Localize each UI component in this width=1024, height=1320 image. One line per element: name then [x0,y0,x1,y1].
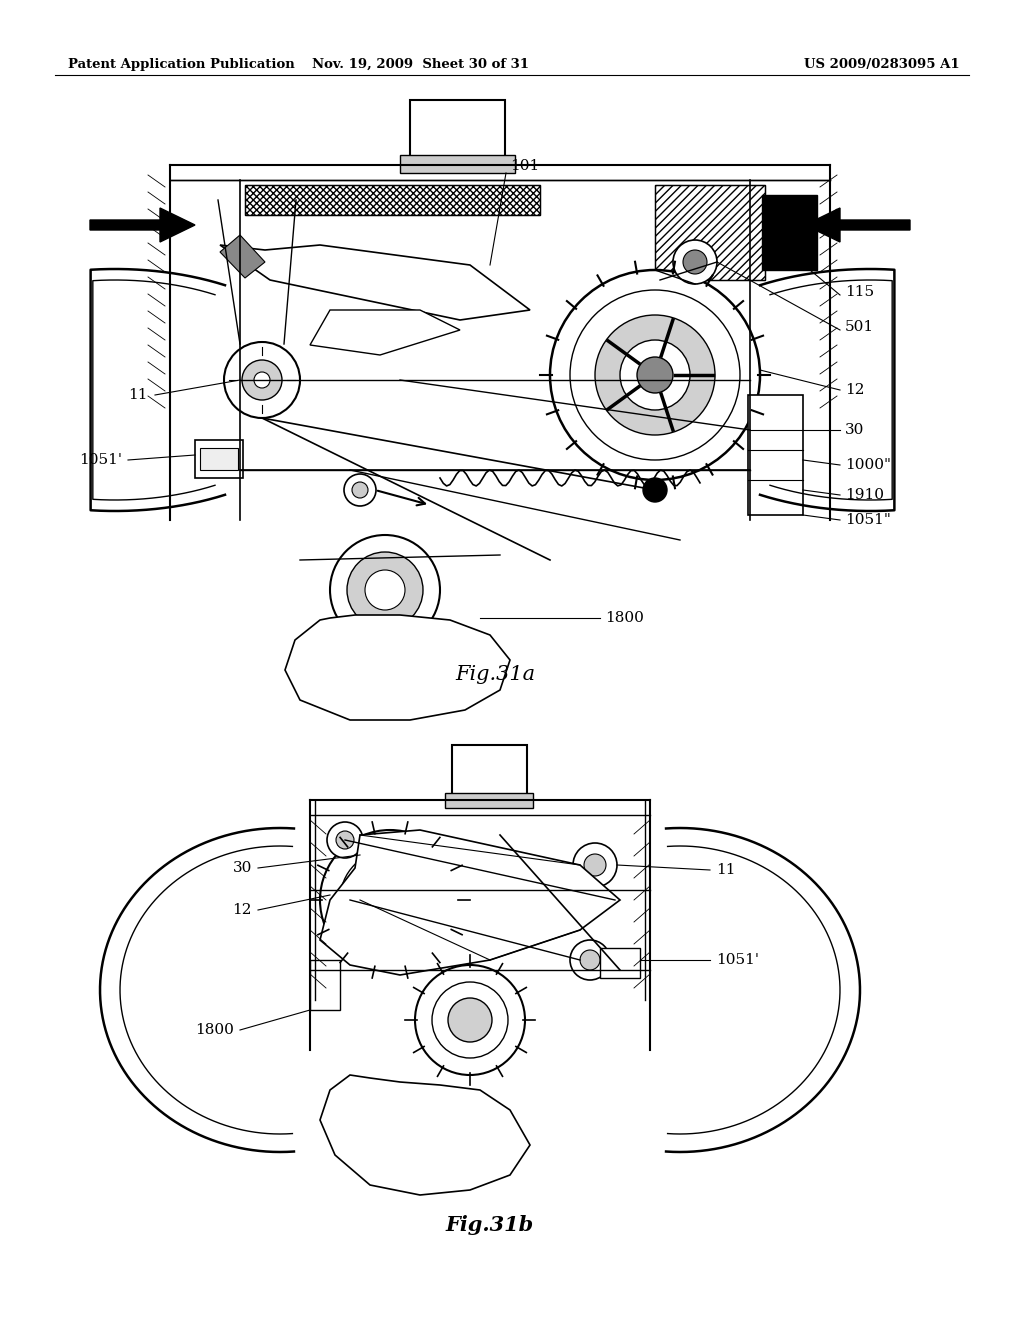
Bar [445,793,534,808]
Polygon shape [220,246,530,319]
Bar [452,744,527,800]
Text: Nov. 19, 2009  Sheet 30 of 31: Nov. 19, 2009 Sheet 30 of 31 [311,58,528,71]
Polygon shape [285,615,510,719]
Circle shape [330,535,440,645]
Text: 1910: 1910 [845,488,884,502]
Bar [195,440,243,478]
Text: 1051': 1051' [716,953,759,968]
Circle shape [595,315,715,436]
Bar [245,185,540,215]
Circle shape [352,482,368,498]
Circle shape [620,341,690,411]
Bar [245,185,540,215]
Bar [655,185,765,280]
Circle shape [580,950,600,970]
Circle shape [327,822,362,858]
Text: Fig.31b: Fig.31b [445,1214,535,1236]
Text: 30: 30 [845,422,864,437]
Text: 12: 12 [845,383,864,397]
Bar [310,960,340,1010]
Circle shape [570,290,740,459]
Text: 101: 101 [510,158,540,173]
Circle shape [358,869,422,932]
Circle shape [432,982,508,1059]
Text: 12: 12 [232,903,252,917]
Bar [655,185,765,280]
Circle shape [365,570,406,610]
Circle shape [637,356,673,393]
Text: 115: 115 [845,285,874,300]
Text: Fig.31a: Fig.31a [455,665,536,684]
Polygon shape [805,209,910,242]
Text: 1800: 1800 [196,1023,234,1038]
Circle shape [242,360,282,400]
Circle shape [683,249,707,275]
Circle shape [340,850,440,950]
Bar [200,447,238,470]
Polygon shape [310,310,460,355]
Text: 501: 501 [845,319,874,334]
Circle shape [400,1110,460,1170]
Bar [600,948,640,978]
Circle shape [673,240,717,284]
Text: 1800: 1800 [605,611,644,624]
Bar [762,195,817,271]
Text: 1051': 1051' [79,453,122,467]
Text: 11: 11 [128,388,148,403]
Polygon shape [319,830,620,975]
Circle shape [344,474,376,506]
Text: 30: 30 [232,861,252,875]
Text: 1051": 1051" [845,513,891,527]
Circle shape [570,940,610,979]
Circle shape [415,965,525,1074]
Text: 11: 11 [716,863,735,876]
Bar [400,154,515,173]
Text: Patent Application Publication: Patent Application Publication [68,58,295,71]
Polygon shape [319,1074,530,1195]
Text: US 2009/0283095 A1: US 2009/0283095 A1 [805,58,961,71]
Bar [748,395,803,515]
Circle shape [224,342,300,418]
Circle shape [336,832,354,849]
Circle shape [550,271,760,480]
Circle shape [319,830,460,970]
Circle shape [254,372,270,388]
Polygon shape [220,235,265,279]
Bar [410,100,505,165]
Circle shape [573,843,617,887]
Circle shape [347,552,423,628]
Text: 1000": 1000" [845,458,891,473]
Circle shape [382,1092,478,1188]
Circle shape [643,478,667,502]
Polygon shape [90,209,195,242]
Circle shape [584,854,606,876]
Circle shape [449,998,492,1041]
